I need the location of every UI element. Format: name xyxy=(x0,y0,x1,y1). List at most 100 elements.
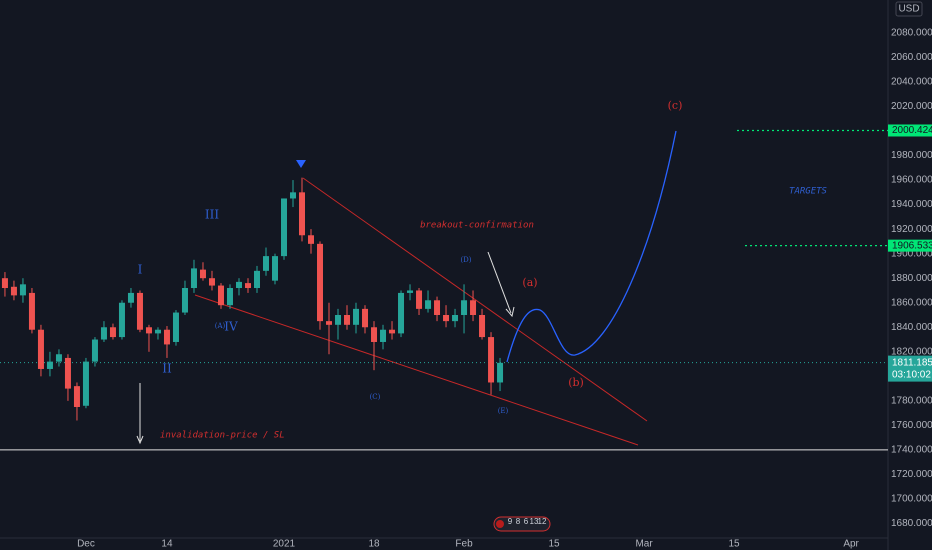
candle-body xyxy=(73,386,80,407)
candle-body xyxy=(10,286,17,296)
candle-body xyxy=(335,314,342,325)
wave-label: I xyxy=(138,263,143,277)
events-box xyxy=(493,516,551,532)
candle-body xyxy=(479,314,486,338)
candle-body xyxy=(55,354,62,362)
y-tick-label: 2020.000 xyxy=(891,101,932,112)
candle-body xyxy=(127,292,134,303)
candle-body xyxy=(172,312,179,342)
candle-body xyxy=(136,292,143,330)
candle-body xyxy=(208,278,215,286)
x-tick-label: Feb xyxy=(455,539,473,550)
y-tick-label: 1960.000 xyxy=(891,175,932,186)
y-tick-label: 1900.000 xyxy=(891,248,932,259)
candle-body xyxy=(344,314,351,325)
candle-body xyxy=(389,329,396,334)
wave-label: (C) xyxy=(370,393,381,401)
drawings xyxy=(136,130,677,446)
x-tick-label: Apr xyxy=(843,539,859,550)
x-tick-label: 18 xyxy=(368,539,380,550)
invalidation-label: invalidation-price / SL xyxy=(160,431,285,441)
candle-body xyxy=(82,361,89,406)
candle-body xyxy=(190,268,197,289)
candle-body xyxy=(398,292,405,334)
last-price-label: 1811.185 xyxy=(892,357,932,368)
candle-body xyxy=(443,314,450,322)
y-tick-label: 1860.000 xyxy=(891,297,932,308)
candle-body xyxy=(326,321,333,325)
candle-body xyxy=(380,329,387,342)
target-label-box xyxy=(888,124,932,137)
candle-body xyxy=(37,329,44,369)
candle-body xyxy=(91,339,98,362)
candle-body xyxy=(19,284,26,296)
candle-body xyxy=(235,281,242,289)
target-label: 1906.533 xyxy=(892,240,932,251)
wave-label: (E) xyxy=(498,407,509,415)
breakout-arrow xyxy=(487,251,512,314)
candle-body xyxy=(109,327,116,338)
y-tick-label: 1740.000 xyxy=(891,445,932,456)
y-tick-label: 1880.000 xyxy=(891,273,932,284)
candle-body xyxy=(280,198,287,257)
wave-label: IV xyxy=(224,320,238,334)
y-tick-label: 1980.000 xyxy=(891,150,932,161)
x-tick-label: 14 xyxy=(161,539,173,550)
wave-label: (D) xyxy=(460,256,471,264)
candle-body xyxy=(407,290,414,293)
candle-body xyxy=(64,357,71,389)
candle-body xyxy=(425,300,432,309)
x-tick-label: 2021 xyxy=(273,539,296,550)
candle-body xyxy=(353,308,360,325)
wave-label: II xyxy=(162,362,172,376)
candle-body xyxy=(362,308,369,328)
candle-body xyxy=(28,292,35,330)
currency-box xyxy=(895,1,923,17)
x-tick-label: 15 xyxy=(548,539,560,550)
candle-body xyxy=(299,192,306,236)
candle-body xyxy=(434,300,441,315)
x-tick-label: Dec xyxy=(77,539,95,550)
candle-body xyxy=(145,327,152,334)
projection-label: (c) xyxy=(668,99,683,112)
countdown-label: 03:10:02 xyxy=(892,369,931,380)
wave-label: (A) xyxy=(215,322,226,330)
candle-body xyxy=(488,337,495,383)
event-flag xyxy=(496,520,504,528)
candle-body xyxy=(163,329,170,345)
candle-body xyxy=(46,361,53,369)
projection-label: (b) xyxy=(568,376,584,389)
y-tick-label: 1760.000 xyxy=(891,420,932,431)
invalidation-arrow-head xyxy=(136,435,144,445)
candle-body xyxy=(199,269,206,279)
wave-label: III xyxy=(205,208,219,222)
targets-label: TARGETS xyxy=(789,187,828,197)
lower-trendline xyxy=(194,294,639,446)
y-tick-label: 2040.000 xyxy=(891,77,932,88)
y-tick-label: 2080.000 xyxy=(891,28,932,39)
target-label: 2000.424 xyxy=(892,125,932,136)
event-count: 12 xyxy=(538,517,547,526)
y-tick-label: 1840.000 xyxy=(891,322,932,333)
y-tick-label: 1940.000 xyxy=(891,199,932,210)
y-tick-label: 1780.000 xyxy=(891,396,932,407)
last-price-box xyxy=(888,355,932,382)
candle-body xyxy=(118,302,125,338)
wave-v-marker xyxy=(296,160,306,168)
y-tick-label: 1700.000 xyxy=(891,494,932,505)
y-tick-label: 1680.000 xyxy=(891,518,932,529)
candle-body xyxy=(461,300,468,315)
x-tick-label: 15 xyxy=(729,539,741,550)
candle-body xyxy=(317,243,324,322)
x-tick-label: Mar xyxy=(635,539,653,550)
candle-body xyxy=(1,278,8,289)
breakout-arrow-head xyxy=(505,306,515,318)
candle-body xyxy=(217,285,224,306)
candle-body xyxy=(154,329,161,334)
upper-trendline xyxy=(302,177,648,422)
candle-body xyxy=(244,283,251,289)
candle-body xyxy=(181,288,188,313)
projection-curve xyxy=(506,130,677,363)
candle-body xyxy=(308,235,315,244)
candle-body xyxy=(416,290,423,309)
